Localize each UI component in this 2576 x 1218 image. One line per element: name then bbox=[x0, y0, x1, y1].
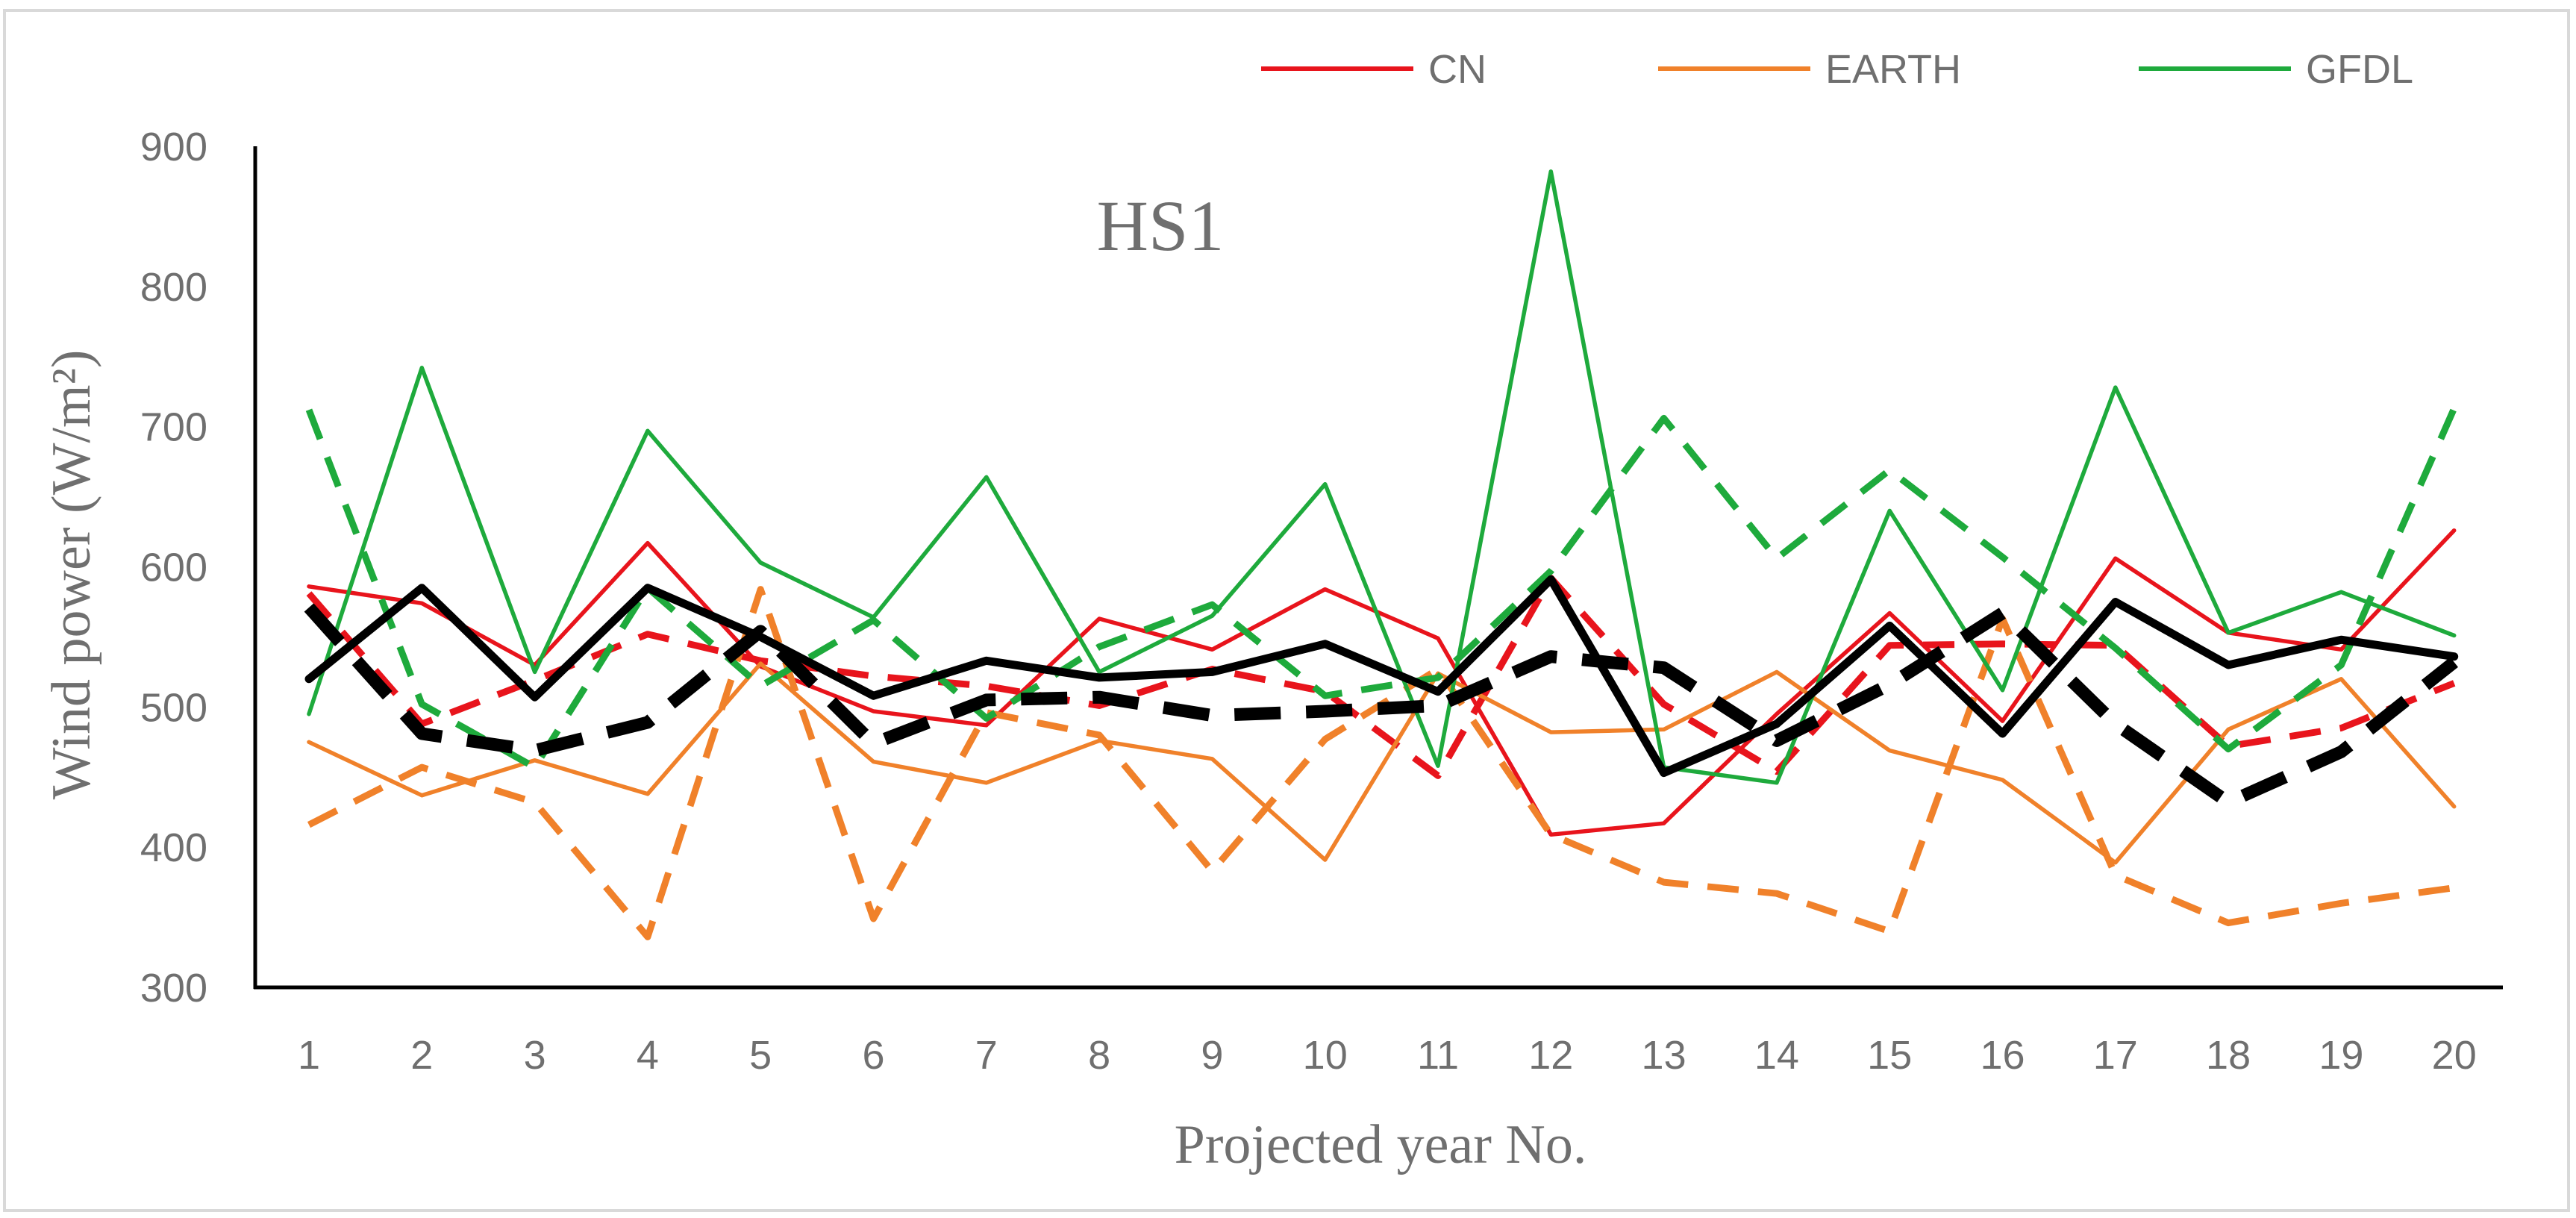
series-lines bbox=[304, 169, 2459, 940]
x-tick-label: 2 bbox=[410, 1033, 433, 1078]
x-tick-label: 11 bbox=[1417, 1033, 1459, 1078]
series-line-unlabeled-5-dashed bbox=[305, 407, 2457, 771]
y-tick-label: 800 bbox=[140, 265, 207, 310]
x-tick-label: 14 bbox=[1754, 1033, 1799, 1078]
y-tick-label: 500 bbox=[140, 685, 207, 730]
axes bbox=[253, 146, 2503, 990]
chart-title: HS1 bbox=[1097, 186, 1225, 266]
series-line-unlabeled-7-dashed bbox=[304, 603, 2458, 809]
y-tick-label: 600 bbox=[140, 546, 207, 590]
legend-label-cn: CN bbox=[1428, 47, 1486, 92]
x-tick-label: 1 bbox=[298, 1033, 320, 1078]
y-tick-label: 900 bbox=[140, 125, 207, 169]
x-tick-label: 18 bbox=[2206, 1033, 2251, 1078]
x-tick-label: 15 bbox=[1867, 1033, 1912, 1078]
series-line-gfdl-solid bbox=[307, 169, 2457, 785]
x-tick-label: 5 bbox=[749, 1033, 772, 1078]
y-tick-label: 400 bbox=[140, 825, 207, 870]
series-line-cn-solid bbox=[307, 528, 2457, 837]
legend-label-earth: EARTH bbox=[1825, 47, 1961, 92]
y-tick-labels: 300 400 500 600 700 800 900 bbox=[140, 125, 207, 1011]
x-tick-label: 7 bbox=[975, 1033, 998, 1078]
legend: CN EARTH GFDL bbox=[1261, 47, 2413, 92]
y-axis-title: Wind power (W/m²) bbox=[41, 350, 102, 800]
series-line-unlabeled-6-solid bbox=[304, 575, 2459, 778]
x-tick-label: 20 bbox=[2432, 1033, 2477, 1078]
x-tick-labels: 1 2 3 4 5 6 7 8 9 10 11 12 13 14 15 16 17 18 19 20 bbox=[298, 1033, 2477, 1078]
x-tick-label: 3 bbox=[524, 1033, 546, 1078]
x-tick-label: 19 bbox=[2319, 1033, 2363, 1078]
y-tick-label: 700 bbox=[140, 405, 207, 450]
x-tick-label: 4 bbox=[637, 1033, 659, 1078]
x-tick-label: 9 bbox=[1201, 1033, 1223, 1078]
x-tick-label: 16 bbox=[1980, 1033, 2025, 1078]
series-line-earth-solid bbox=[307, 661, 2457, 865]
x-tick-label: 13 bbox=[1642, 1033, 1686, 1078]
x-tick-label: 17 bbox=[2093, 1033, 2138, 1078]
x-tick-label: 8 bbox=[1088, 1033, 1110, 1078]
x-tick-label: 10 bbox=[1303, 1033, 1348, 1078]
x-axis-title: Projected year No. bbox=[1175, 1114, 1587, 1175]
y-tick-label: 300 bbox=[140, 966, 207, 1011]
x-tick-label: 6 bbox=[862, 1033, 884, 1078]
series-line-unlabeled-1-dashed bbox=[306, 575, 2456, 779]
legend-label-gfdl: GFDL bbox=[2306, 47, 2413, 92]
x-tick-label: 12 bbox=[1528, 1033, 1573, 1078]
